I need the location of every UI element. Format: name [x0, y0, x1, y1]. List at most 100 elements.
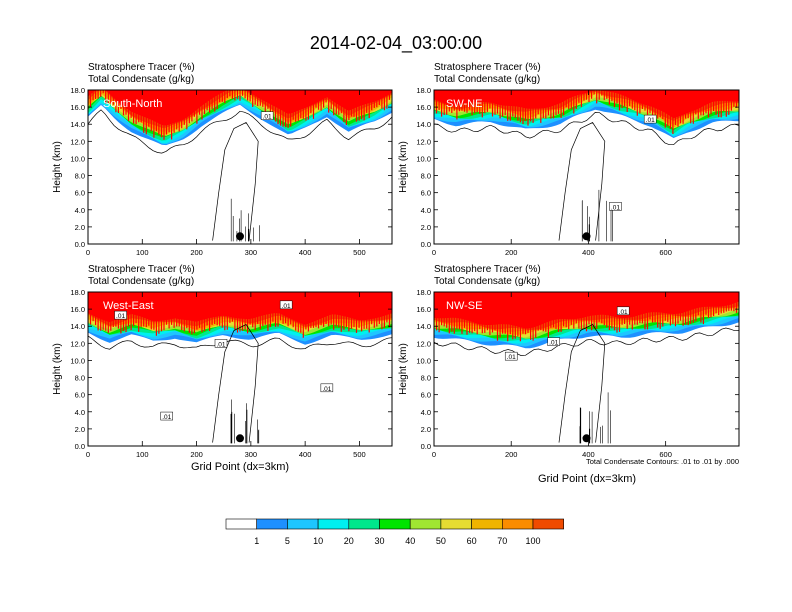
y-axis-label: Height (km): [52, 141, 63, 193]
condensate-contour: [230, 399, 260, 444]
x-tick-label: 100: [136, 248, 149, 257]
y-tick-label: 8.0: [421, 374, 431, 383]
contour-label-box: [160, 411, 173, 421]
contour-label: .01: [549, 340, 558, 347]
y-tick-label: 0.0: [421, 442, 431, 451]
cross-section-name: SW-NE: [446, 98, 482, 110]
x-tick-label: 400: [299, 450, 312, 459]
contour-label-box: [279, 300, 293, 310]
colorbar-swatch: [379, 518, 411, 530]
colorbar-label: 5: [285, 536, 290, 546]
panel-sw-ne: Stratosphere Tracer (%) Total Condensate…: [398, 62, 740, 257]
panel-label-condensate: Total Condensate (g/kg): [434, 74, 540, 85]
colorbar-label: 10: [313, 536, 323, 546]
contour-label-box: [609, 202, 622, 211]
surface-marker: [236, 232, 244, 241]
y-tick-label: 2.0: [421, 425, 431, 434]
x-tick-label: 0: [86, 248, 90, 257]
y-tick-label: 2.0: [421, 223, 431, 232]
x-tick-label: 600: [659, 450, 672, 459]
axes: 0.0 2.0 4.0 6.0 8.0 10.0 12.0 14.0 16.0 18.0 0 100 2…: [70, 86, 392, 257]
y-tick-label: 16.0: [416, 103, 431, 112]
y-tick-label: 4.0: [75, 206, 85, 215]
x-tick-label: 200: [505, 248, 518, 257]
x-tick-label: 200: [505, 450, 518, 459]
tracer-spikes: [434, 90, 738, 134]
colorbar-label: 100: [525, 536, 540, 546]
contour-label: .01: [611, 204, 620, 211]
y-tick-label: 10.0: [416, 356, 431, 365]
panel-label-tracer: Stratosphere Tracer (%): [434, 264, 541, 275]
colorbar-swatch: [532, 518, 565, 530]
colorbar-label: 1: [254, 536, 259, 546]
y-tick-label: 2.0: [75, 223, 85, 232]
plot-frame: [87, 89, 393, 245]
y-tick-label: 0.0: [421, 240, 431, 249]
y-tick-label: 18.0: [416, 288, 431, 297]
contour-label: .01: [507, 354, 516, 361]
condensate-contour: [581, 189, 613, 242]
cross-section-name: NW-SE: [446, 300, 482, 312]
panel-south-north: Stratosphere Tracer (%) Total Condensate…: [52, 62, 393, 257]
y-tick-label: 12.0: [70, 137, 85, 146]
contour-note: Total Condensate Contours: .01 to .01 by…: [586, 457, 739, 466]
x-tick-label: 500: [353, 248, 366, 257]
axes: 0.0 2.0 4.0 6.0 8.0 10.0 12.0 14.0 16.0 18.0 0 200 4…: [416, 86, 739, 257]
y-tick-label: 6.0: [421, 391, 431, 400]
colorbar-label: 20: [344, 536, 354, 546]
y-axis-label: Height (km): [398, 343, 409, 395]
panel-label-tracer: Stratosphere Tracer (%): [88, 62, 195, 73]
contour-label-box: [114, 310, 127, 320]
y-tick-label: 18.0: [416, 86, 431, 95]
x-tick-label: 0: [86, 450, 90, 459]
y-tick-label: 14.0: [70, 120, 85, 129]
colorbar-swatch: [440, 518, 472, 530]
axes: 0.0 2.0 4.0 6.0 8.0 10.0 12.0 14.0 16.0 18.0 0 100 2…: [70, 288, 392, 459]
x-tick-label: 400: [582, 248, 595, 257]
plot-frame: [433, 89, 740, 245]
condensate-contour: [558, 324, 606, 443]
x-tick-label: 0: [432, 248, 436, 257]
y-axis-label: Height (km): [52, 343, 63, 395]
contour-label: .01: [282, 303, 291, 310]
y-tick-label: 10.0: [416, 154, 431, 163]
x-tick-label: 300: [245, 248, 258, 257]
condensate-contour: [212, 122, 259, 241]
x-tick-label: 200: [190, 450, 203, 459]
x-tick-label: 0: [432, 450, 436, 459]
contour-label: .01: [322, 386, 331, 393]
cross-section-name: South-North: [103, 98, 162, 110]
condensate-contour: [212, 324, 259, 443]
contour-label: .01: [216, 341, 225, 348]
x-tick-label: 400: [582, 450, 595, 459]
contour-label-box: [214, 339, 228, 348]
y-tick-label: 14.0: [416, 120, 431, 129]
colorbar-swatch: [317, 518, 350, 530]
y-tick-label: 14.0: [416, 322, 431, 331]
axes: 0.0 2.0 4.0 6.0 8.0 10.0 12.0 14.0 16.0 18.0 0 200 4…: [416, 288, 739, 459]
colorbar-swatch: [256, 518, 288, 530]
x-tick-label: 400: [299, 248, 312, 257]
surface-marker: [582, 434, 591, 443]
colorbar-label: 30: [374, 536, 384, 546]
x-tick-label: 500: [353, 450, 366, 459]
y-tick-label: 6.0: [421, 189, 431, 198]
contour-label-box: [260, 111, 274, 120]
y-tick-label: 16.0: [416, 305, 431, 314]
colorbar-swatch: [348, 518, 380, 530]
x-axis-label: Grid Point (dx=3km): [538, 473, 636, 485]
colorbar-swatch: [287, 518, 319, 530]
cross-section-name: West-East: [103, 300, 154, 312]
panel-label-condensate: Total Condensate (g/kg): [88, 74, 194, 85]
y-tick-label: 0.0: [75, 442, 85, 451]
colorbar-swatch: [225, 518, 258, 530]
contour-label: .01: [162, 414, 171, 421]
panel-label-condensate: Total Condensate (g/kg): [434, 276, 540, 287]
x-tick-label: 200: [190, 248, 203, 257]
condensate-contour: [230, 198, 260, 242]
panel-label-tracer: Stratosphere Tracer (%): [434, 62, 541, 73]
y-tick-label: 8.0: [75, 374, 85, 383]
colorbar-swatch: [409, 518, 442, 530]
x-axis-label: Grid Point (dx=3km): [191, 461, 289, 473]
condensate-contour: [88, 109, 392, 154]
